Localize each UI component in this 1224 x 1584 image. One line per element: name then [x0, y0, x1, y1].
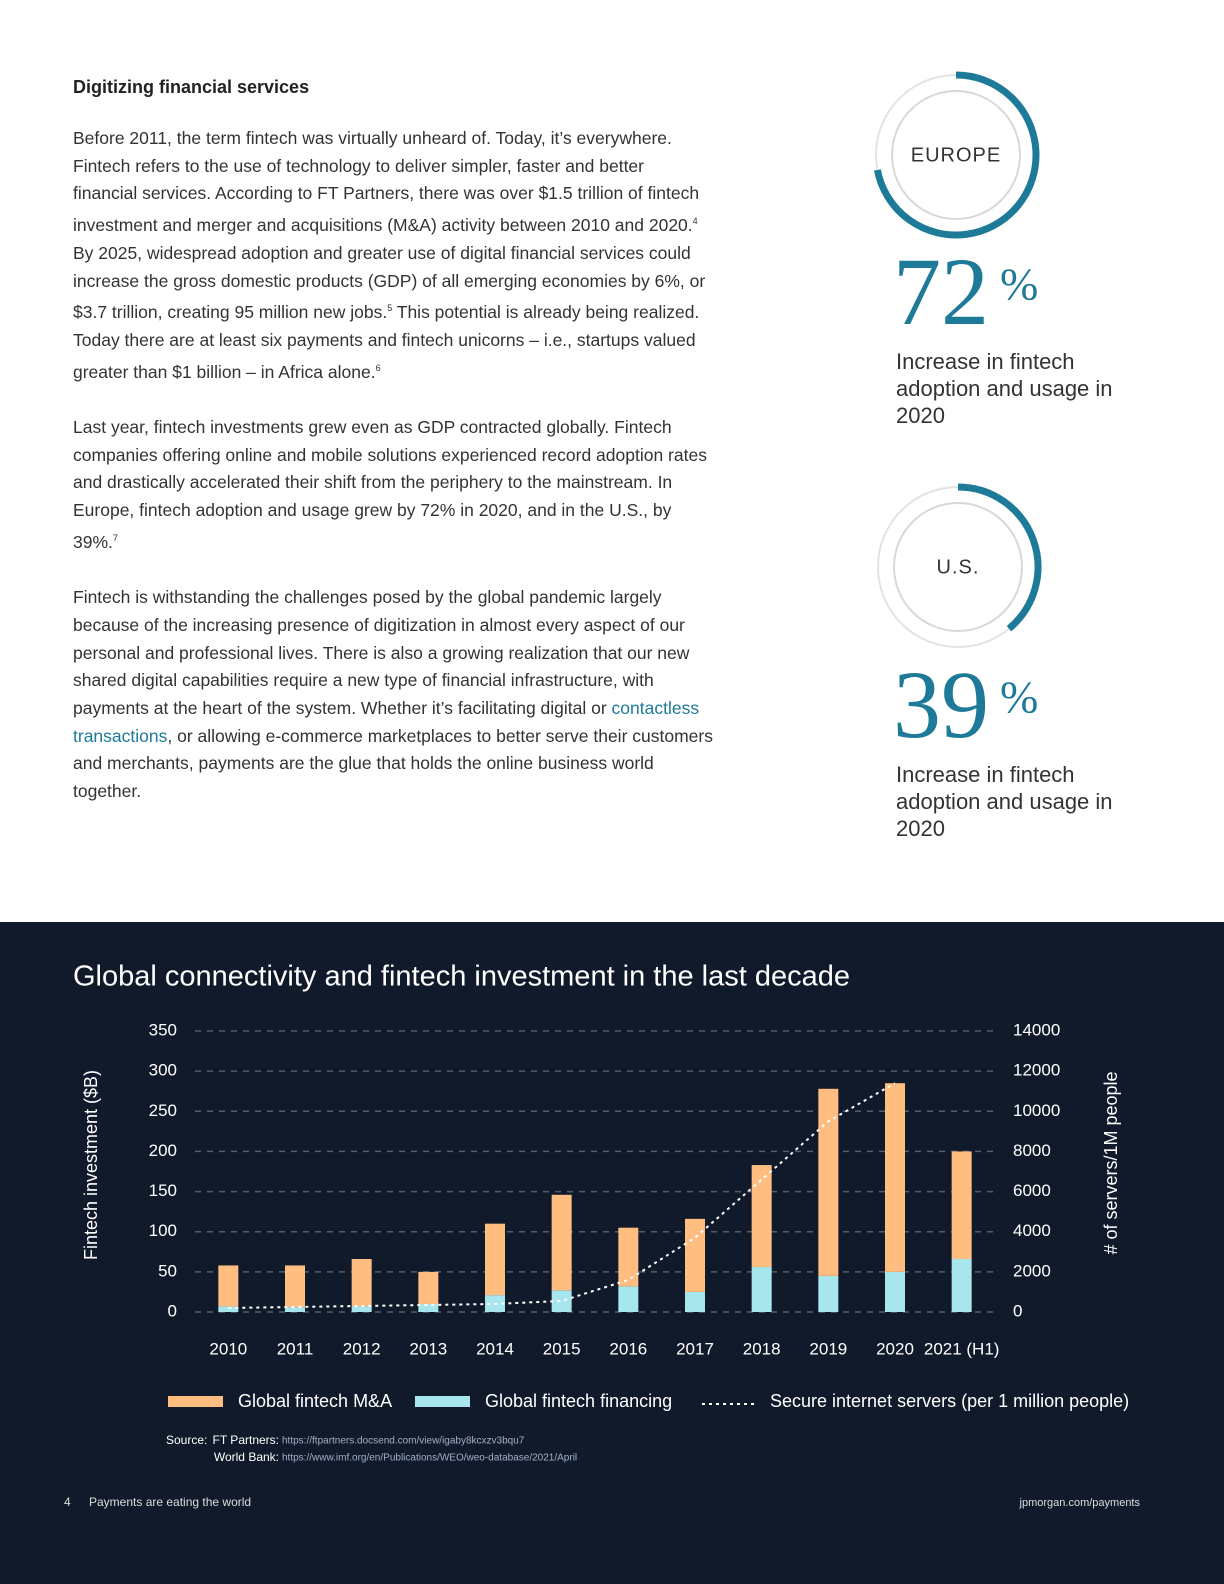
legend-label: Global fintech M&A [238, 1391, 392, 1411]
y-tick-label: 100 [149, 1221, 177, 1240]
x-tick-label: 2018 [743, 1339, 781, 1358]
y-tick-label: 50 [158, 1261, 177, 1280]
bar-segment [418, 1303, 439, 1312]
footnote-ref: 4 [692, 216, 698, 227]
bar-segment [951, 1259, 972, 1312]
bar-segment [485, 1223, 505, 1296]
y2-tick-label: 2000 [1013, 1261, 1051, 1280]
stat-value: 72 [893, 238, 989, 345]
text-run: Last year, fintech investments grew even… [73, 417, 707, 552]
x-tick-label: 2011 [277, 1339, 314, 1358]
y-tick-label: 200 [149, 1141, 177, 1160]
x-tick-label: 2016 [609, 1339, 647, 1358]
source-name: World Bank: [214, 1450, 279, 1464]
body-text: Before 2011, the term fintech was virtua… [73, 125, 713, 834]
y-axis-label: Fintech investment ($B) [81, 1070, 101, 1260]
source-url: https://ftpartners.docsend.com/view/igab… [282, 1436, 525, 1447]
footer-url: jpmorgan.com/payments [1019, 1497, 1141, 1509]
x-tick-label: 2021 (H1) [924, 1339, 1000, 1358]
paragraph: Fintech is withstanding the challenges p… [73, 584, 713, 806]
bar-segment [885, 1271, 905, 1312]
heading: Digitizing financial services [73, 77, 310, 97]
y2-tick-label: 14000 [1013, 1020, 1060, 1039]
source-url: https://www.imf.org/en/Publications/WEO/… [282, 1453, 577, 1464]
bar-segment [551, 1194, 572, 1291]
ring-label: EUROPE [911, 144, 1001, 166]
bar-segment [751, 1267, 772, 1312]
text-run: , or allowing e-commerce marketplaces to… [73, 725, 713, 802]
bar-segment [618, 1286, 639, 1312]
footnote-ref: 7 [112, 532, 118, 543]
ring-label: U.S. [937, 556, 980, 578]
chart-panel [0, 922, 1224, 1584]
source-label: Source: [166, 1433, 207, 1447]
y-tick-label: 350 [149, 1020, 177, 1039]
footnote-ref: 5 [387, 303, 393, 314]
stat-unit: % [1000, 672, 1038, 723]
page-number: 4 [64, 1495, 71, 1509]
x-tick-label: 2015 [543, 1339, 581, 1358]
chart-title: Global connectivity and fintech investme… [73, 961, 850, 993]
ring-inner [893, 502, 1023, 632]
x-tick-label: 2012 [343, 1339, 381, 1358]
text-run: This potential is already being realized… [73, 302, 700, 382]
ring-inner [891, 90, 1021, 220]
text-run: By 2025, widespread adoption and greater… [73, 242, 706, 323]
legend-swatch [415, 1396, 470, 1407]
y2-tick-label: 6000 [1013, 1181, 1051, 1200]
bar-segment [685, 1291, 705, 1312]
y2-tick-label: 12000 [1013, 1061, 1060, 1080]
stat-caption: Increase in fintech adoption and usage i… [896, 762, 1113, 841]
bar-segment [551, 1290, 572, 1312]
y2-tick-label: 0 [1013, 1301, 1022, 1320]
x-tick-label: 2019 [809, 1339, 847, 1358]
y2-tick-label: 4000 [1013, 1221, 1051, 1240]
text-run: Fintech is withstanding the challenges p… [73, 587, 690, 719]
bar-segment [818, 1275, 839, 1312]
bar-segment [351, 1306, 372, 1312]
paragraph: Before 2011, the term fintech was virtua… [73, 125, 713, 386]
x-tick-label: 2020 [876, 1339, 914, 1358]
ring-arc [873, 71, 1040, 239]
bar-segment [751, 1165, 772, 1268]
ring-arc [957, 483, 1042, 632]
x-tick-label: 2014 [476, 1339, 514, 1358]
bar-segment [285, 1265, 305, 1308]
footnote-ref: 6 [375, 362, 381, 373]
paragraph: Last year, fintech investments grew even… [73, 414, 713, 557]
y-tick-label: 150 [149, 1181, 177, 1200]
bar-segment [351, 1259, 372, 1307]
bar-segment [418, 1271, 439, 1304]
y2-axis-label: # of servers/1M people [1101, 1071, 1121, 1254]
stat-value: 39 [893, 651, 989, 758]
bar-segment [218, 1306, 239, 1312]
text-run: Before 2011, the term fintech was virtua… [73, 128, 700, 236]
legend-label: Secure internet servers (per 1 million p… [770, 1391, 1129, 1411]
legend-swatch [168, 1396, 223, 1407]
y-tick-label: 300 [149, 1061, 177, 1080]
source-name: FT Partners: [213, 1433, 279, 1447]
y2-tick-label: 8000 [1013, 1141, 1051, 1160]
bar-segment [951, 1151, 972, 1260]
x-tick-label: 2013 [409, 1339, 447, 1358]
stat-unit: % [1000, 259, 1038, 310]
footer-title: Payments are eating the world [89, 1495, 251, 1509]
bar-segment [818, 1088, 839, 1276]
bar-segment [618, 1227, 639, 1287]
legend-label: Global fintech financing [485, 1391, 672, 1411]
bar-segment [285, 1307, 305, 1312]
x-tick-label: 2010 [209, 1339, 247, 1358]
bar-segment [885, 1083, 905, 1272]
bar-segment [685, 1218, 705, 1292]
x-tick-label: 2017 [676, 1339, 714, 1358]
y2-tick-label: 10000 [1013, 1101, 1060, 1120]
y-tick-label: 250 [149, 1101, 177, 1120]
stat-caption: Increase in fintech adoption and usage i… [896, 349, 1113, 428]
link[interactable]: contactless transactions [73, 698, 700, 746]
bar-segment [218, 1265, 239, 1307]
y-tick-label: 0 [168, 1301, 177, 1320]
